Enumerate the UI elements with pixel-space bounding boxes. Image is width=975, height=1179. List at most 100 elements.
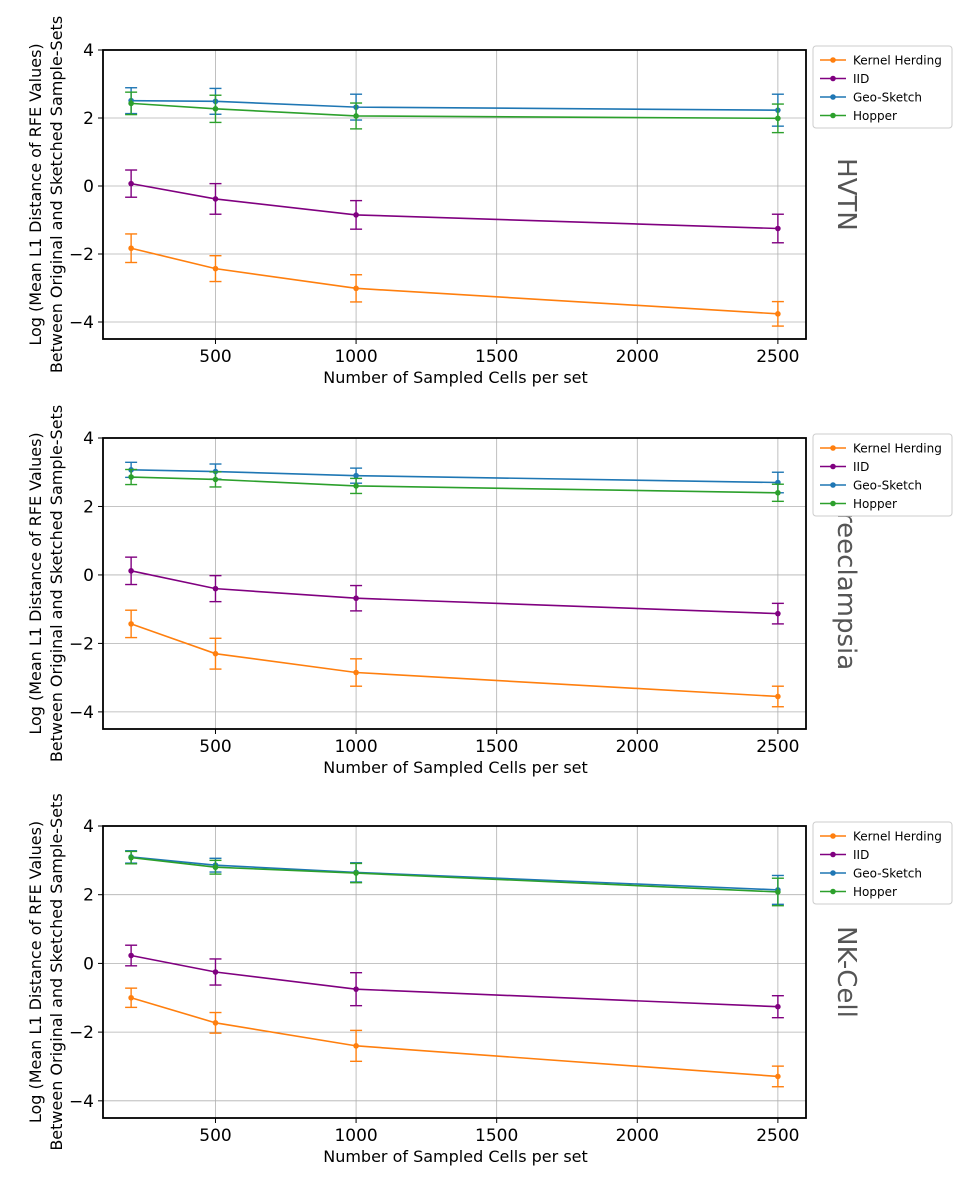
legend-label: IID — [853, 72, 869, 86]
y-tick-label: 2 — [83, 886, 94, 906]
y-tick-label: 0 — [83, 566, 94, 586]
data-point — [128, 245, 134, 252]
data-point — [128, 621, 134, 627]
series-line-iid — [130, 570, 778, 615]
series-line-geo-sketch — [131, 99, 778, 111]
x-tick-label: 2500 — [756, 1126, 799, 1146]
data-point — [775, 1003, 781, 1010]
data-point — [212, 476, 219, 483]
legend-label: Geo-Sketch — [853, 479, 922, 493]
series-line-iid — [130, 182, 778, 230]
data-point — [128, 474, 134, 480]
legend-marker — [830, 57, 836, 63]
legend-label: Geo-Sketch — [853, 867, 922, 881]
data-point — [212, 585, 219, 592]
data-point — [128, 994, 134, 1001]
chart-panel-3: 500 1000 1500 2000 2500 −4 −2 0 2 4 Number of Samp… — [26, 793, 953, 1166]
legend-box — [812, 821, 953, 905]
y-tick-label: 2 — [83, 497, 94, 517]
x-axis-label: Number of Sampled Cells per set — [323, 1147, 588, 1166]
legend-marker — [830, 75, 836, 82]
chart-panel-1: 500 1000 1500 2000 2500 −4 −2 0 2 4 Number of Samp… — [26, 16, 953, 387]
y-tick-label: −2 — [69, 634, 94, 654]
series-line-geo-sketch — [131, 856, 778, 891]
legend-label: Hopper — [853, 885, 897, 899]
y-axis-label-line-1: Log (Mean L1 Distance of RFE Values) — [26, 432, 45, 734]
data-point — [353, 595, 359, 602]
axes-frame — [102, 825, 807, 1119]
series-line-kernel-herding — [130, 247, 778, 315]
x-tick-label: 2000 — [616, 347, 659, 367]
y-tick-label: 2 — [83, 109, 94, 129]
x-axis-label: Number of Sampled Cells per set — [323, 368, 588, 387]
data-point — [353, 1043, 359, 1049]
legend: Kernel Herding IID Geo-Sketch Hopper — [812, 45, 953, 129]
data-point — [128, 568, 134, 574]
legend-label: Hopper — [853, 497, 897, 511]
legend-marker — [830, 833, 836, 839]
axes-frame — [102, 437, 807, 730]
data-point — [212, 650, 219, 657]
legend-label: Kernel Herding — [853, 442, 942, 456]
x-tick-label: 500 — [199, 347, 231, 367]
data-point — [353, 113, 359, 119]
series-line-geo-sketch — [131, 469, 778, 484]
y-tick-label: 4 — [83, 41, 94, 61]
data-point — [212, 265, 219, 272]
data-point — [775, 115, 781, 122]
y-tick-label: −4 — [69, 703, 94, 723]
legend-marker — [830, 482, 836, 488]
y-tick-label: 0 — [83, 177, 94, 197]
legend-marker — [830, 463, 836, 470]
data-point — [212, 196, 219, 202]
y-tick-label: −2 — [69, 245, 94, 265]
data-point — [212, 1020, 219, 1026]
legend-box — [812, 45, 953, 129]
data-point — [353, 986, 359, 992]
data-point — [775, 693, 781, 700]
y-tick-label: 0 — [83, 954, 94, 974]
legend-marker — [830, 888, 836, 895]
y-tick-label: 4 — [83, 429, 94, 449]
legend-label: Kernel Herding — [853, 830, 942, 844]
legend-marker — [830, 94, 836, 100]
data-point — [353, 285, 359, 292]
legend-label: Hopper — [853, 109, 897, 123]
legend-marker — [830, 500, 836, 507]
data-point — [775, 889, 781, 895]
x-tick-label: 1000 — [334, 347, 377, 367]
data-point — [775, 610, 781, 617]
x-tick-label: 1500 — [475, 1126, 518, 1146]
dataset-label: Preeclampsia — [831, 497, 861, 670]
data-point — [775, 489, 781, 496]
data-point — [353, 472, 359, 479]
x-tick-label: 1000 — [334, 737, 377, 757]
x-tick-label: 2500 — [756, 737, 799, 757]
legend-marker — [830, 851, 836, 858]
x-tick-label: 500 — [199, 1126, 231, 1146]
series-line-hopper — [131, 476, 778, 494]
legend-label: Geo-Sketch — [853, 91, 922, 105]
data-point — [353, 483, 359, 489]
x-tick-label: 1000 — [334, 1126, 377, 1146]
legend-label: IID — [853, 848, 869, 862]
y-tick-label: −4 — [69, 1092, 94, 1112]
x-tick-label: 2000 — [616, 737, 659, 757]
series-line-kernel-herding — [130, 996, 778, 1078]
dataset-label: HVTN — [831, 158, 861, 231]
series-line-iid — [130, 954, 778, 1008]
x-axis-label: Number of Sampled Cells per set — [323, 758, 588, 777]
y-axis-label-line-2: Between Original and Sketched Sample-Set… — [47, 793, 66, 1150]
data-point — [212, 864, 219, 871]
x-tick-label: 500 — [199, 737, 231, 757]
y-tick-label: −2 — [69, 1023, 94, 1043]
data-point — [775, 225, 781, 232]
axes-frame — [102, 49, 807, 340]
series-line-hopper — [131, 102, 778, 120]
data-point — [128, 854, 134, 861]
legend-label: IID — [853, 460, 869, 474]
data-point — [775, 311, 781, 317]
legend-marker — [830, 112, 836, 119]
y-axis-label-line-2: Between Original and Sketched Sample-Set… — [47, 16, 66, 373]
